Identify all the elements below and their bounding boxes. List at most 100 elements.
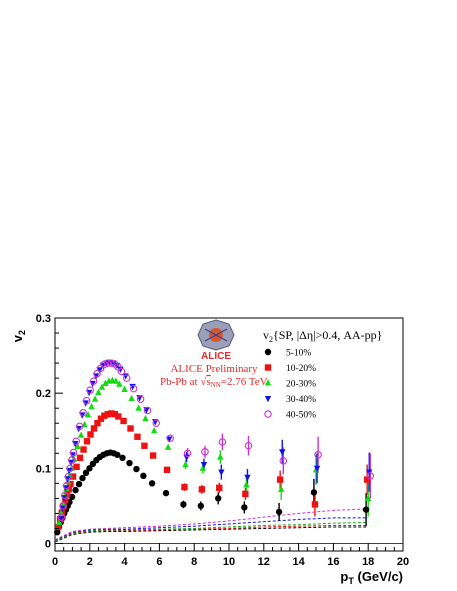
y-axis-title: v2 [10,330,27,342]
data-point [90,425,98,432]
data-point [86,465,93,472]
annotation-system-nn: NN [211,381,221,389]
data-point [66,464,74,473]
sqrt-sign: √ [200,376,207,388]
baseline-curve [54,517,369,541]
data-point [89,377,98,385]
data-point [121,385,128,392]
y-tick-label: 0.1 [36,463,51,475]
data-point [64,472,73,481]
data-point [111,411,119,418]
baseline-curve [54,521,369,542]
data-point [136,395,145,403]
data-point [76,454,84,461]
data-point [107,359,115,367]
alice-logo: ALICE [197,319,235,362]
data-point [59,502,67,510]
data-point [122,374,131,382]
data-point [65,486,72,493]
annotation-system-energy: =2.76 TeV [221,376,268,388]
data-point [112,377,120,384]
legend-label: 5-10% [286,349,311,359]
data-point [69,473,77,480]
data-point [244,442,253,450]
data-point [218,469,225,476]
alice-logo-ray [204,328,228,342]
data-point [103,359,112,367]
data-point [279,457,288,465]
x-axis-title-main: p [340,569,348,584]
data-point [87,431,94,438]
data-point [243,481,250,488]
data-point [126,459,133,467]
data-point [241,504,248,511]
data-point [100,360,108,369]
data-point [63,491,71,498]
data-point [72,437,80,446]
data-point [115,413,122,420]
data-point [104,411,112,418]
data-point [366,472,375,480]
data-point [56,518,63,525]
x-tick-label: 20 [397,556,409,568]
data-point [95,388,102,395]
data-point [127,425,134,432]
data-point [165,436,173,443]
y-tick-label: 0 [45,538,51,550]
legend-marker [264,364,272,371]
data-point [198,486,206,493]
data-point [201,448,209,456]
data-point [120,417,127,425]
x-axis-title: pT (GeV/c) [340,569,403,586]
data-point [276,476,284,483]
data-point [183,449,192,458]
x-tick-label: 0 [52,556,58,568]
data-point [62,481,71,490]
legend-marker [264,410,272,418]
legend-marker [264,348,272,356]
data-point [143,406,152,415]
data-point [313,465,321,473]
data-point [117,367,126,376]
annotation-system-a: Pb-Pb at [160,376,200,388]
data-point [149,452,157,459]
y-tick-label: 0.3 [36,313,51,325]
data-point [73,463,80,471]
data-point [108,410,115,417]
data-point [84,411,92,418]
x-tick-label: 8 [191,556,197,568]
data-point [152,419,161,427]
alice-logo-text: ALICE [201,351,231,362]
data-point [311,501,319,508]
data-point [68,456,76,464]
data-point [162,489,170,497]
data-point [114,451,121,458]
y-tick-label: 0.2 [36,388,51,400]
legend-marker [264,395,272,403]
legend-title-rest: {SP, |Δη|>0.4, AA-pp} [273,328,382,342]
data-point [181,483,188,491]
data-point [128,394,135,401]
data-point [182,460,189,468]
data-point [140,472,147,480]
data-point [166,434,174,443]
data-point [97,415,105,422]
data-point [79,474,86,482]
data-point [59,500,67,507]
data-point [74,442,81,450]
data-point [80,446,87,453]
data-point [163,466,171,474]
x-axis-ticks: 0 2 4 6 8 10 12 14 16 18 20 [52,543,409,568]
data-point [197,502,205,510]
data-point [101,412,108,419]
data-point [216,484,223,492]
x-tick-label: 12 [258,556,270,568]
x-tick-label: 2 [87,556,93,568]
data-markers [54,359,375,536]
data-point [102,379,109,386]
annotation-system: Pb-Pb at √sNN=2.76 TeV [160,376,268,389]
data-point [62,496,69,504]
data-point [310,489,318,496]
data-point [164,443,172,450]
